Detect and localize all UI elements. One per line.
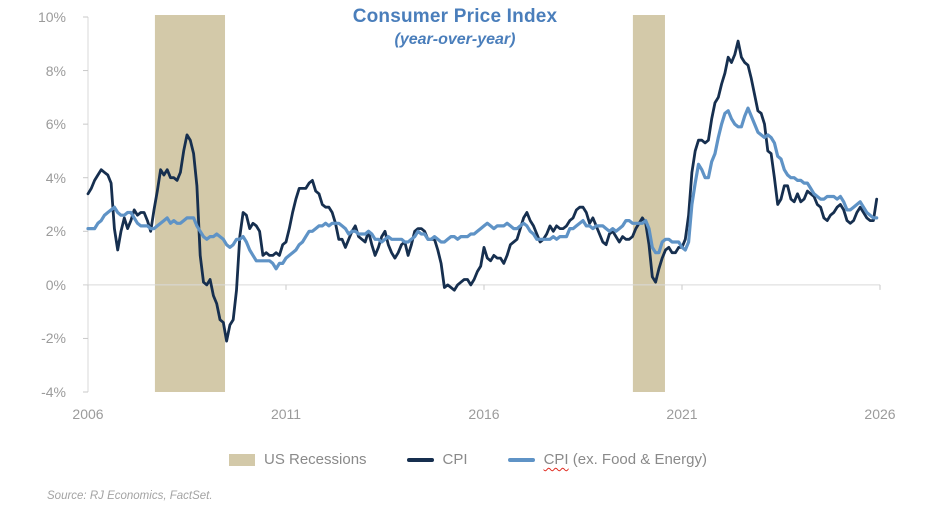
- legend-label-core-cpi-rest: (ex. Food & Energy): [568, 451, 707, 468]
- x-axis-label-2016: 2016: [468, 406, 500, 422]
- source-note: Source: RJ Economics, FactSet.: [47, 490, 213, 502]
- legend-item-core-cpi: CPI (ex. Food & Energy): [507, 451, 707, 468]
- recession-swatch: [229, 453, 255, 466]
- y-axis-label-8: 8%: [45, 62, 66, 79]
- y-axis-label-0: 0%: [45, 276, 66, 293]
- x-axis-label-2011: 2011: [270, 406, 302, 422]
- x-axis-label-2006: 2006: [72, 406, 104, 422]
- legend-label-recessions: US Recessions: [264, 451, 367, 468]
- cpi-line-swatch: [406, 457, 434, 462]
- chart-legend: US Recessions CPI CPI (ex. Food & Energy…: [0, 451, 936, 468]
- y-axis-label-2: 2%: [45, 223, 66, 240]
- y-axis-label-neg4: -4%: [41, 384, 66, 400]
- spellcheck-underline-text: CPI: [543, 451, 569, 468]
- legend-label-core-cpi: CPI (ex. Food & Energy): [544, 451, 707, 468]
- legend-item-cpi: CPI: [406, 451, 468, 468]
- y-axis-label-10: 10%: [37, 9, 66, 25]
- y-axis-label-4: 4%: [45, 169, 66, 186]
- x-axis-label-2021: 2021: [666, 406, 698, 422]
- x-axis-label-2026: 2026: [864, 406, 896, 422]
- y-axis-label-neg2: -2%: [41, 330, 66, 347]
- core-cpi-line-swatch: [507, 457, 535, 462]
- legend-label-cpi: CPI: [442, 451, 468, 468]
- y-axis-label-6: 6%: [45, 116, 66, 133]
- legend-item-recessions: US Recessions: [229, 451, 367, 468]
